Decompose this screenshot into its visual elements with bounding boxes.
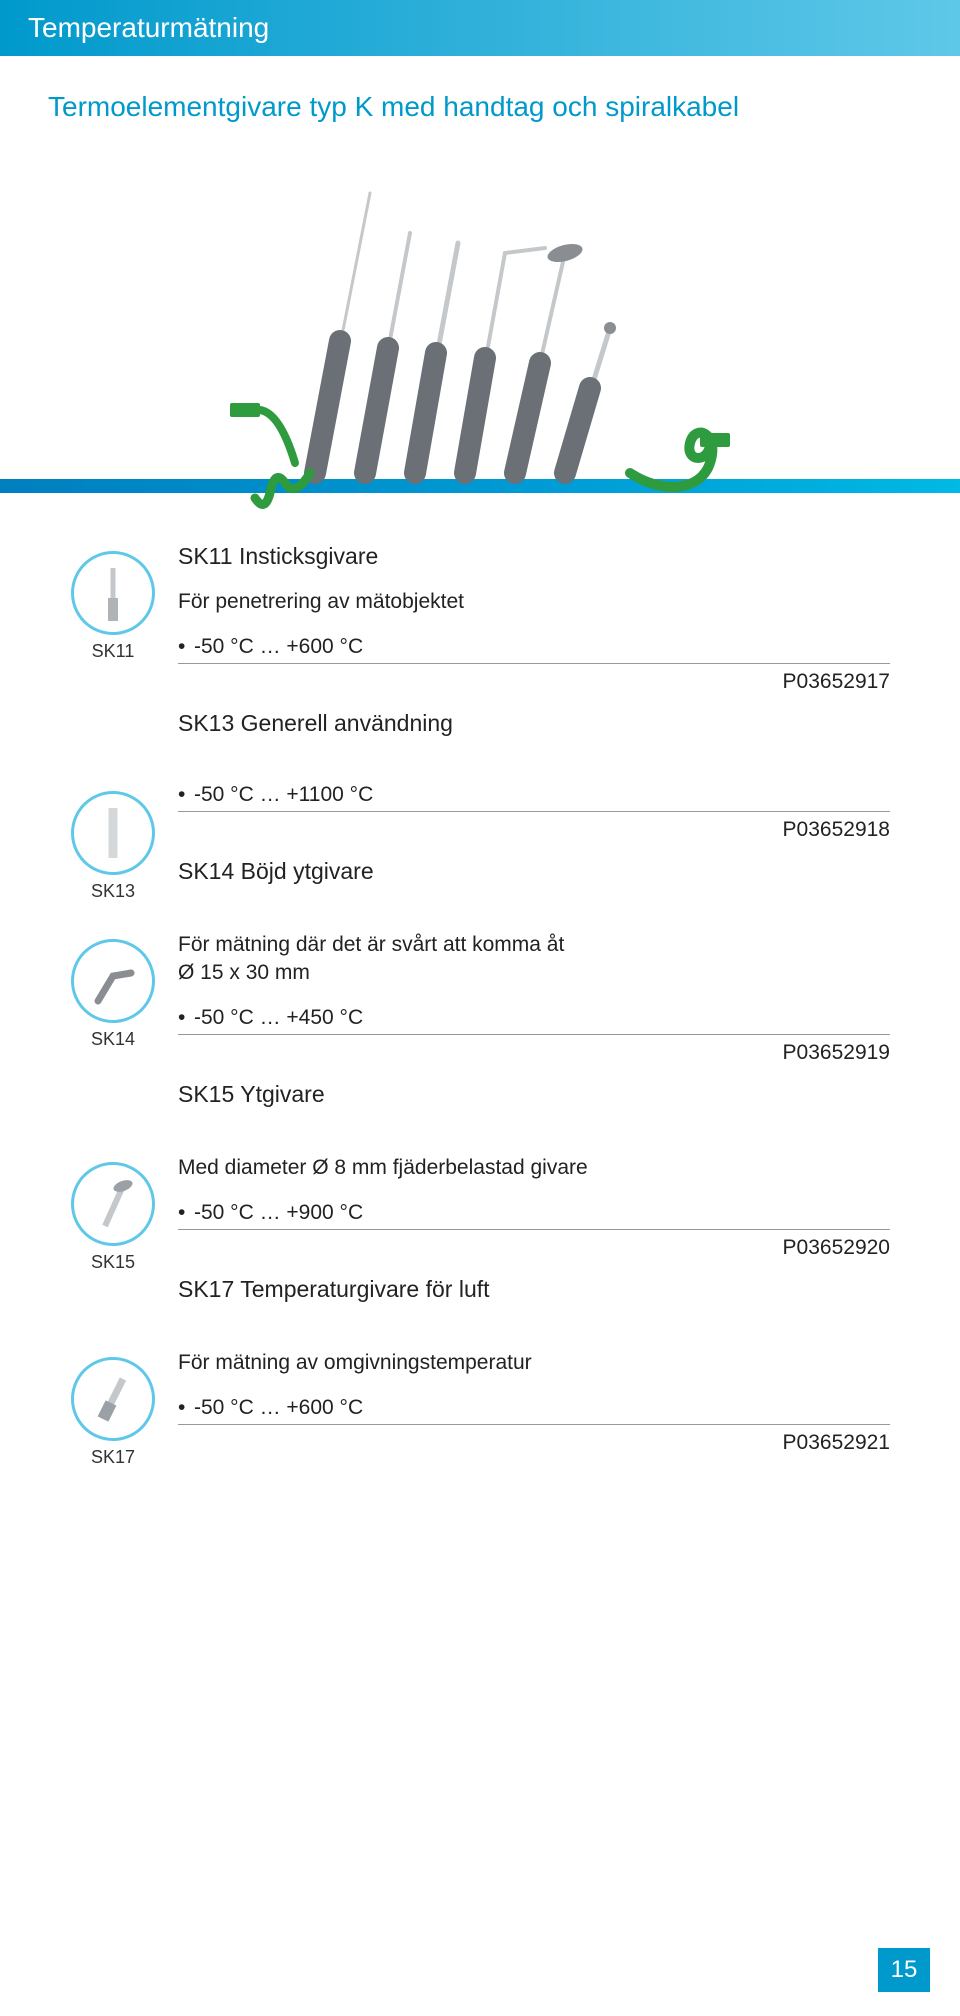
product-section: SK13 -50 °C … +1100 °C P03652918 SK14 Bö… [48, 783, 890, 903]
probe-thick-icon [83, 803, 143, 863]
thumb-label: SK14 [91, 1029, 135, 1050]
product-title: SK14 Böjd ytgivare [178, 858, 890, 885]
page-subtitle: Termoelementgivare typ K med handtag och… [0, 56, 960, 133]
probe-straight-icon [83, 563, 143, 623]
product-spec: -50 °C … +1100 °C [178, 783, 890, 807]
product-title: SK15 Ytgivare [178, 1081, 890, 1108]
part-number: P03652919 [178, 1041, 890, 1065]
thumb-label: SK15 [91, 1252, 135, 1273]
product-description: För penetrering av mätobjektet [178, 588, 890, 615]
part-number: P03652917 [178, 670, 890, 694]
product-section: SK11 SK11 Insticksgivare För penetrering… [48, 543, 890, 755]
content-area: SK11 SK11 Insticksgivare För penetrering… [0, 513, 960, 1471]
thumb-sk15 [71, 1162, 155, 1246]
product-spec: -50 °C … +600 °C [178, 1396, 890, 1420]
thumb-sk17 [71, 1357, 155, 1441]
thumb-label: SK13 [91, 881, 135, 902]
rule [178, 1229, 890, 1230]
product-title: SK17 Temperaturgivare för luft [178, 1276, 890, 1303]
part-number: P03652920 [178, 1236, 890, 1260]
thumb-label: SK11 [92, 641, 135, 662]
product-spec: -50 °C … +600 °C [178, 635, 890, 659]
page-title: Temperaturmätning [28, 12, 269, 43]
part-number: P03652918 [178, 818, 890, 842]
product-spec: -50 °C … +900 °C [178, 1201, 890, 1225]
thumb-sk14 [71, 939, 155, 1023]
rule [178, 1034, 890, 1035]
product-title: SK13 Generell användning [178, 710, 890, 737]
rule [178, 1424, 890, 1425]
probes-illustration [200, 153, 760, 513]
product-section: SK15 Med diameter Ø 8 mm fjäderbelastad … [48, 1154, 890, 1321]
probe-bent-icon [83, 951, 143, 1011]
thumb-sk11 [71, 551, 155, 635]
product-title: SK11 Insticksgivare [178, 543, 890, 570]
part-number: P03652921 [178, 1431, 890, 1455]
product-description: För mätning där det är svårt att komma å… [178, 931, 890, 986]
probe-air-icon [83, 1369, 143, 1429]
product-section: SK17 För mätning av omgivningstemperatur… [48, 1349, 890, 1471]
product-description: Med diameter Ø 8 mm fjäderbelastad givar… [178, 1154, 890, 1181]
probe-spring-icon [83, 1174, 143, 1234]
thumb-sk13 [71, 791, 155, 875]
product-spec: -50 °C … +450 °C [178, 1006, 890, 1030]
product-section: SK14 För mätning där det är svårt att ko… [48, 931, 890, 1126]
rule [178, 811, 890, 812]
hero-image [0, 153, 960, 513]
rule [178, 663, 890, 664]
page-number: 15 [878, 1948, 930, 1992]
thumb-label: SK17 [91, 1447, 135, 1468]
product-description: För mätning av omgivningstemperatur [178, 1349, 890, 1376]
page-header: Temperaturmätning [0, 0, 960, 56]
